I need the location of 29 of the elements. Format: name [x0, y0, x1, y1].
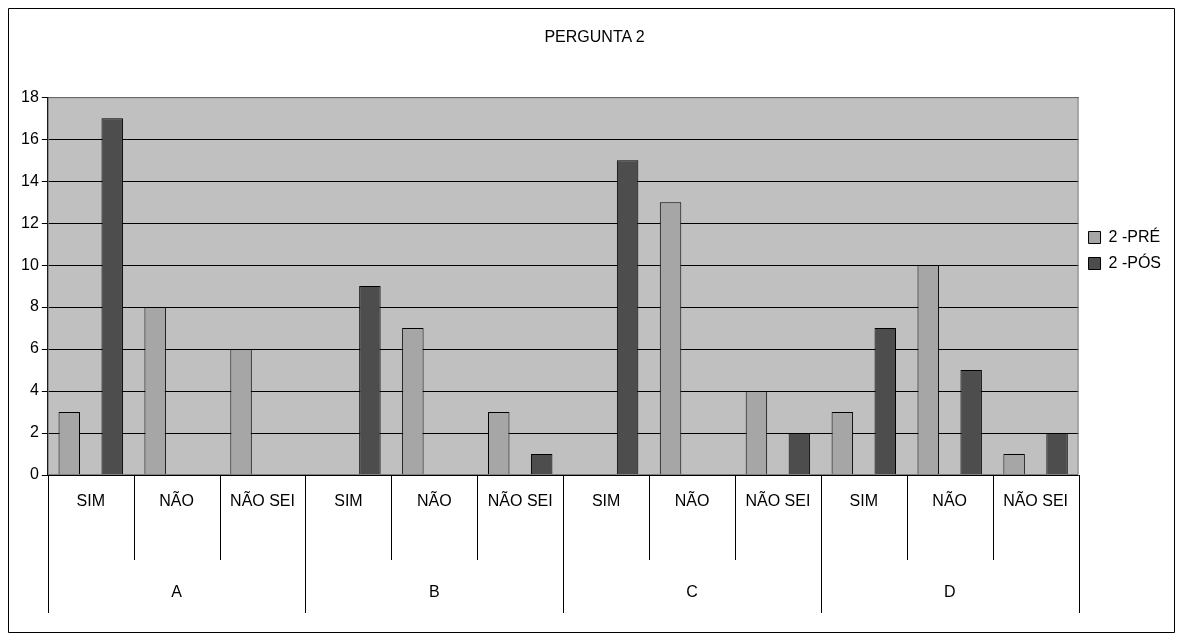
x-tick-label: NÃO SEI [230, 490, 295, 510]
y-tick-label: 18 [21, 87, 39, 105]
y-tick-label: 10 [21, 255, 39, 273]
text: B [428, 583, 440, 601]
y-tick-label: 6 [29, 339, 39, 357]
y-tick-label: 2 [29, 423, 39, 441]
text: D [943, 583, 956, 601]
y-tick-label: 12 [21, 213, 39, 231]
x-tick-label: SIM [591, 492, 621, 510]
legend-label: 2 -PRÉ [1108, 226, 1161, 245]
y-tick-label: 14 [21, 171, 39, 189]
text: A [171, 583, 183, 601]
x-tick-label: NÃO [159, 490, 194, 510]
y-tick-label: 16 [21, 129, 39, 147]
x-tick-label: NÃO [932, 490, 968, 510]
x-tick-label: NÃO [416, 490, 452, 510]
x-tick-label: NÃO SEI [745, 490, 811, 510]
y-tick-label: 0 [29, 465, 39, 483]
y-tick-label: 8 [29, 297, 39, 315]
y-tick-label: 4 [29, 381, 39, 399]
x-tick-label: NÃO [674, 490, 710, 510]
x-tick-label: SIM [849, 492, 879, 510]
x-tick-label: SIM [334, 492, 363, 510]
x-tick-label: SIM [76, 492, 105, 510]
x-tick-label: NÃO SEI [487, 490, 553, 510]
legend-label: 2 -PÓS [1108, 252, 1162, 271]
text: C [686, 583, 698, 601]
x-tick-label: NÃO SEI [1003, 490, 1069, 510]
chart-title: PERGUNTA 2 [544, 28, 645, 46]
